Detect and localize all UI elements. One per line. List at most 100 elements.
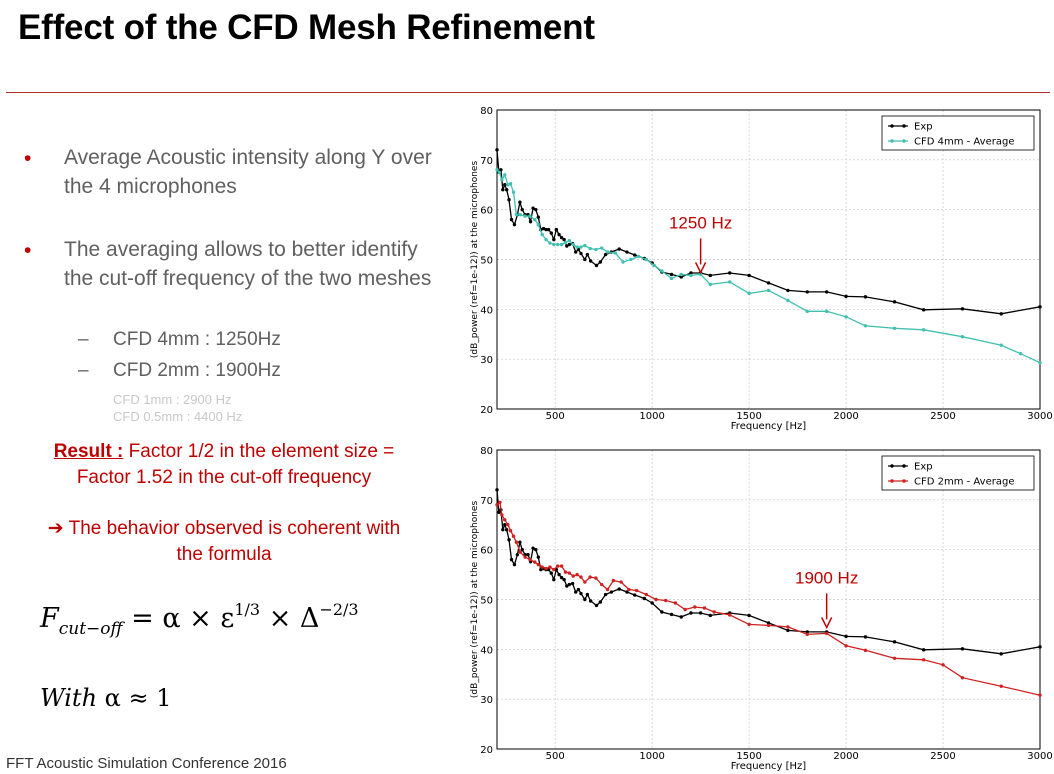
x-tick-label: 2000: [833, 751, 858, 762]
data-point: [941, 663, 945, 667]
data-point: [571, 242, 575, 247]
data-point: [766, 623, 771, 628]
sub-bullet-cfd-2mm: CFD 2mm : 1900Hz: [113, 360, 281, 381]
data-point: [562, 237, 566, 242]
data-point: [892, 656, 897, 661]
data-point: [669, 272, 674, 277]
data-point: [605, 250, 610, 254]
data-point: [504, 528, 509, 532]
data-point: [495, 148, 499, 152]
data-point: [544, 237, 548, 242]
data-point: [575, 245, 579, 249]
data-point: [921, 328, 926, 332]
data-point: [728, 271, 732, 275]
data-point: [536, 215, 541, 219]
coherence-line-2: the formula: [176, 544, 272, 565]
data-point: [536, 222, 541, 227]
data-point: [533, 217, 537, 222]
data-point: [567, 571, 572, 575]
data-point: [544, 566, 548, 571]
data-point: [548, 241, 552, 245]
data-point: [960, 676, 965, 680]
data-point: [660, 269, 664, 273]
data-point: [506, 523, 510, 527]
legend-swatch-point: [890, 479, 894, 483]
data-point: [642, 596, 647, 601]
data-point: [555, 564, 560, 568]
data-point: [501, 528, 505, 532]
data-point: [766, 621, 771, 625]
data-point: [503, 518, 507, 522]
legend-entry: CFD 2mm - Average: [914, 477, 1015, 488]
x-tick-label: 2000: [833, 411, 858, 422]
data-point: [509, 217, 514, 222]
data-point: [528, 557, 532, 562]
data-point: [824, 631, 829, 636]
x-axis-label: Frequency [Hz]: [731, 761, 807, 772]
data-point: [575, 572, 579, 577]
data-point: [693, 605, 697, 609]
data-point: [960, 647, 965, 651]
data-point: [567, 582, 572, 587]
legend-box: [881, 455, 1035, 491]
data-point: [557, 572, 561, 577]
data-point: [728, 280, 732, 284]
data-point: [600, 582, 604, 587]
data-point: [999, 343, 1003, 347]
data-point: [504, 188, 509, 192]
y-tick-label: 80: [480, 446, 493, 457]
data-point: [523, 555, 527, 559]
data-point: [514, 540, 519, 544]
data-point: [921, 308, 926, 312]
bullet-text-averaging: The averaging allows to better identify …: [64, 238, 432, 290]
data-point: [565, 244, 569, 248]
alpha-word: With: [40, 684, 98, 712]
formula-lhs-subscript: cut−off: [58, 619, 123, 639]
plot-frame: [496, 109, 1041, 410]
data-point: [660, 610, 664, 614]
annotation-label: 1250 Hz: [669, 213, 732, 232]
data-point: [540, 565, 544, 569]
page-title: Effect of the CFD Mesh Refinement: [18, 8, 595, 47]
data-point: [805, 630, 809, 634]
legend-swatch-point: [890, 124, 894, 128]
data-point: [518, 540, 522, 544]
y-tick-label: 20: [480, 405, 493, 416]
formula-rhs-part-1: = α × ε: [122, 603, 235, 634]
data-point: [617, 587, 621, 591]
x-tick-label: 2500: [930, 411, 955, 422]
bullet-text-intensity: Average Acoustic intensity along Y over …: [64, 146, 432, 198]
data-point: [552, 242, 556, 247]
data-point: [579, 591, 583, 596]
data-point: [600, 246, 604, 250]
formula-exponent-1: 1/3: [234, 600, 261, 619]
data-point: [689, 611, 693, 615]
data-point: [562, 577, 566, 582]
data-point: [588, 575, 592, 579]
data-point: [708, 282, 713, 287]
data-point: [1038, 360, 1042, 365]
data-point: [512, 562, 517, 567]
x-tick-label: 3000: [1027, 751, 1052, 762]
data-point: [579, 245, 583, 249]
data-point: [571, 574, 575, 578]
data-point: [570, 581, 575, 586]
data-point: [805, 309, 809, 314]
sub-bullet-marker: –: [78, 329, 89, 350]
data-point: [673, 601, 678, 605]
data-point: [636, 254, 641, 259]
data-point: [518, 200, 522, 204]
data-point: [679, 615, 683, 619]
data-point: [805, 290, 809, 294]
data-point: [921, 648, 926, 652]
data-point: [644, 592, 649, 597]
data-point: [892, 300, 897, 304]
sub-bullet-cfd-4mm: CFD 4mm : 1250Hz: [113, 329, 281, 350]
y-tick-label: 40: [480, 305, 493, 316]
legend-entry: Exp: [914, 122, 933, 133]
data-point: [588, 259, 593, 263]
data-point: [511, 534, 516, 538]
data-point: [1038, 693, 1042, 697]
